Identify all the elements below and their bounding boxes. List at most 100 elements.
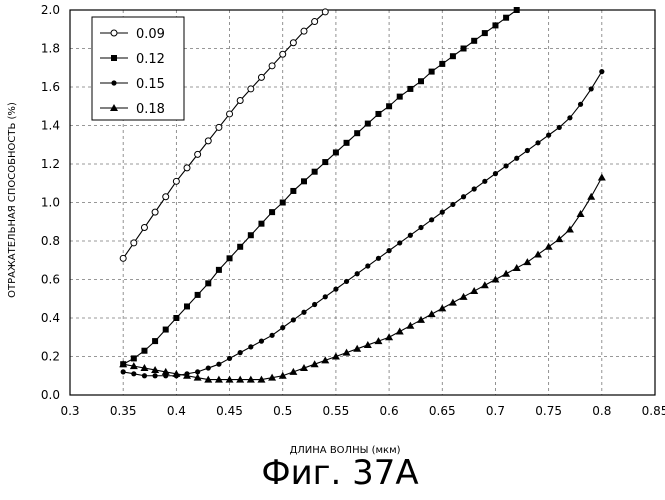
data-point: [439, 61, 445, 67]
y-tick-label: 1.2: [41, 157, 60, 171]
legend-marker: [111, 30, 117, 36]
data-point: [376, 256, 381, 261]
data-point: [598, 173, 606, 180]
data-point: [301, 28, 307, 34]
data-point: [344, 279, 349, 284]
data-point: [502, 270, 510, 277]
data-point: [173, 178, 179, 184]
y-tick-label: 0.6: [41, 273, 60, 287]
data-point: [163, 327, 169, 333]
data-point: [461, 194, 466, 199]
data-point: [269, 63, 275, 69]
data-point: [365, 263, 370, 268]
x-tick-label: 0.65: [429, 404, 456, 418]
data-point: [301, 178, 307, 184]
data-point: [355, 271, 360, 276]
data-point: [216, 362, 221, 367]
data-point: [440, 210, 445, 215]
data-point: [418, 78, 424, 84]
data-point: [216, 267, 222, 273]
data-point: [248, 344, 253, 349]
data-point: [312, 19, 318, 25]
data-point: [513, 264, 521, 271]
data-point: [429, 69, 435, 75]
data-point: [472, 186, 477, 191]
data-point: [470, 287, 478, 294]
x-tick-label: 0.5: [273, 404, 292, 418]
data-point: [322, 9, 328, 15]
data-point: [227, 255, 233, 261]
y-tick-label: 1.6: [41, 80, 60, 94]
x-tick-label: 0.55: [323, 404, 350, 418]
data-point: [280, 51, 286, 57]
data-point: [461, 46, 467, 52]
data-point: [206, 365, 211, 370]
data-point: [322, 159, 328, 165]
x-tick-label: 0.6: [380, 404, 399, 418]
data-point: [438, 304, 446, 311]
data-point: [131, 371, 136, 376]
data-point: [248, 232, 254, 238]
data-point: [514, 156, 519, 161]
data-point: [385, 333, 393, 340]
data-point: [184, 303, 190, 309]
data-point: [491, 276, 499, 283]
y-tick-label: 0.2: [41, 350, 60, 364]
data-point: [418, 225, 423, 230]
series-0.18: [119, 173, 606, 382]
data-point: [545, 243, 553, 250]
data-point: [577, 210, 585, 217]
series-0.15: [121, 69, 605, 378]
data-point: [493, 171, 498, 176]
legend-label: 0.09: [136, 27, 165, 42]
data-point: [237, 244, 243, 250]
x-tick-label: 0.8: [592, 404, 611, 418]
series-group: [119, 7, 606, 383]
data-point: [471, 38, 477, 44]
data-point: [312, 302, 317, 307]
data-point: [333, 149, 339, 155]
x-tick-label: 0.35: [110, 404, 137, 418]
legend-label: 0.18: [136, 102, 165, 117]
data-point: [514, 7, 520, 13]
data-point: [301, 310, 306, 315]
data-point: [557, 125, 562, 130]
data-point: [142, 373, 147, 378]
data-point: [163, 194, 169, 200]
legend-label: 0.15: [136, 77, 165, 92]
y-tick-label: 0.0: [41, 388, 60, 402]
data-point: [589, 86, 594, 91]
y-tick-label: 1.0: [41, 196, 60, 210]
data-point: [460, 293, 468, 300]
data-point: [259, 339, 264, 344]
data-point: [269, 209, 275, 215]
data-point: [280, 200, 286, 206]
data-point: [365, 121, 371, 127]
data-point: [120, 255, 126, 261]
data-point: [312, 169, 318, 175]
data-point: [587, 193, 595, 200]
data-point: [269, 333, 274, 338]
data-point: [184, 165, 190, 171]
y-axis-title: ОТРАЖАТЕЛЬНАЯ СПОСОБНОСТЬ (%): [7, 102, 18, 298]
data-point: [503, 163, 508, 168]
data-point: [450, 202, 455, 207]
legend-marker: [111, 55, 117, 61]
data-point: [291, 317, 296, 322]
data-point: [195, 292, 201, 298]
data-point: [449, 299, 457, 306]
data-point: [227, 111, 233, 117]
data-point: [482, 30, 488, 36]
legend-label: 0.12: [136, 52, 165, 67]
data-point: [417, 316, 425, 323]
data-point: [407, 86, 413, 92]
data-point: [429, 217, 434, 222]
x-tick-label: 0.45: [216, 404, 243, 418]
data-point: [546, 133, 551, 138]
data-point: [450, 53, 456, 59]
data-point: [227, 356, 232, 361]
figure-caption: Фиг. 37А: [261, 453, 418, 493]
data-point: [280, 325, 285, 330]
data-point: [141, 225, 147, 231]
data-point: [333, 287, 338, 292]
